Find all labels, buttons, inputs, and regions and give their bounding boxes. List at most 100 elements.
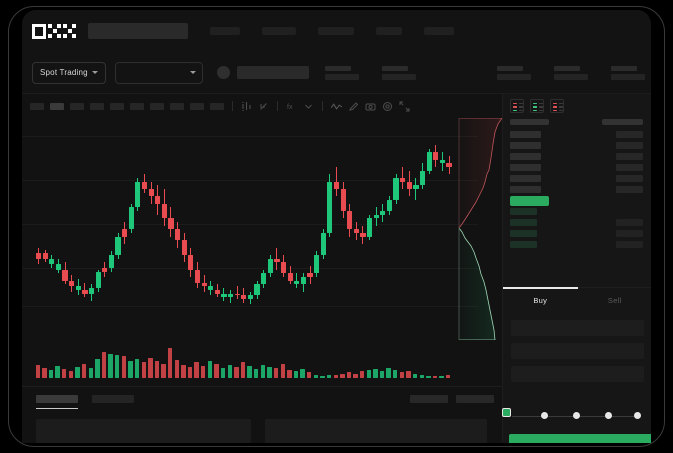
order-price-input[interactable] [511, 320, 644, 336]
ticker-stats [324, 65, 645, 80]
candle-body [400, 178, 406, 182]
tab-order-history[interactable] [92, 395, 134, 403]
place-order-button[interactable] [509, 434, 651, 443]
orderbook-mode-bids[interactable] [530, 99, 544, 113]
volume-bar [412, 373, 418, 378]
orderbook-bid-row[interactable] [510, 228, 643, 239]
interval-4h[interactable] [130, 102, 144, 110]
bottom-action-2[interactable] [456, 395, 494, 403]
bottom-card-2[interactable] [265, 419, 487, 443]
stepper-node-4[interactable] [605, 412, 612, 419]
nav-item-1[interactable] [210, 27, 240, 35]
orderbook-ask-row[interactable] [510, 184, 643, 195]
volume-bar [406, 371, 411, 378]
orderbook-mode-asks[interactable] [550, 99, 564, 113]
candle-body [393, 178, 399, 201]
volume-bar [75, 366, 80, 378]
interval-5m[interactable] [50, 102, 64, 110]
candle-body [340, 189, 346, 212]
indicator-chevron-icon[interactable] [303, 101, 314, 112]
candle-body [175, 229, 181, 241]
nav-item-5[interactable] [424, 27, 454, 35]
volume-bar [280, 363, 285, 378]
orderbook-ask-row[interactable] [510, 129, 643, 140]
stepper-handle[interactable] [502, 408, 511, 417]
stepper-node-2[interactable] [541, 412, 548, 419]
volume-bar [300, 369, 305, 378]
candle-wick [84, 282, 86, 298]
volume-bar [108, 353, 113, 378]
volume-bar [141, 362, 146, 378]
orderbook-bid-row[interactable] [510, 206, 643, 217]
line-chart-icon[interactable] [331, 101, 342, 112]
candle-body [419, 170, 426, 186]
header-nav-group [210, 27, 454, 35]
orderbook-ask-row[interactable] [510, 140, 643, 151]
candle-body [148, 189, 154, 197]
orderbook-ask-row[interactable] [510, 173, 643, 184]
nav-item-4[interactable] [376, 27, 402, 35]
interval-1w[interactable] [170, 102, 184, 110]
interval-1h[interactable] [110, 102, 124, 110]
volume-bar [419, 375, 424, 378]
okx-logo[interactable] [32, 23, 76, 39]
interval-1M[interactable] [190, 102, 204, 110]
volume-bar [194, 362, 199, 378]
stat-24h-high [496, 65, 531, 80]
order-amount-input[interactable] [511, 343, 644, 359]
candle-body [327, 181, 333, 234]
market-type-selector[interactable]: Spot Trading [32, 61, 106, 84]
candle-body [36, 253, 42, 259]
candle-body [135, 181, 141, 208]
col-header-size [602, 119, 643, 125]
stat-24h-change [381, 65, 416, 80]
fullscreen-icon[interactable] [399, 101, 410, 112]
pencil-draw-icon[interactable] [348, 101, 359, 112]
interval-1m[interactable] [30, 102, 44, 110]
indicator-icon[interactable]: fx [286, 101, 297, 112]
order-book-panel: Buy Sell [502, 94, 651, 443]
candle-body [386, 200, 393, 212]
orderbook-ask-row[interactable] [510, 162, 643, 173]
volume-bar [333, 374, 338, 378]
volume-bar [55, 365, 60, 378]
volume-bar [426, 375, 431, 378]
bottom-card-1[interactable] [36, 419, 251, 443]
interval-15m[interactable] [70, 102, 84, 110]
settings-gear-icon[interactable] [382, 101, 393, 112]
interval-30m[interactable] [90, 102, 104, 110]
trading-pair-select[interactable] [114, 61, 203, 84]
candle-body [62, 269, 68, 281]
tab-sell[interactable]: Sell [607, 296, 622, 305]
volume-bar [326, 375, 332, 378]
candle-body [155, 196, 161, 204]
interval-1d[interactable] [150, 102, 164, 110]
nav-item-2[interactable] [262, 27, 296, 35]
chart-type-chevron-icon[interactable] [258, 101, 269, 112]
candle-wick [415, 178, 417, 201]
candlestick-chart-icon[interactable] [241, 101, 252, 112]
search-input[interactable] [88, 23, 188, 39]
price-chart[interactable] [22, 118, 478, 386]
stepper-node-5[interactable] [634, 412, 641, 419]
orderbook-mode-both[interactable] [510, 99, 524, 113]
nav-item-3[interactable] [318, 27, 354, 35]
toolbar-divider [322, 101, 323, 111]
order-total-input[interactable] [511, 366, 644, 382]
camera-snapshot-icon[interactable] [365, 101, 376, 112]
top-navigation-bar [22, 10, 651, 52]
orderbook-mark-price-row[interactable] [510, 195, 643, 206]
orderbook-bid-row[interactable] [510, 239, 643, 250]
bottom-action-1[interactable] [410, 395, 448, 403]
tab-buy[interactable]: Buy [503, 287, 578, 313]
candle-body [353, 229, 359, 234]
orderbook-bid-row[interactable] [510, 217, 643, 228]
stepper-node-3[interactable] [573, 412, 580, 419]
interval-more[interactable] [210, 102, 224, 110]
orderbook-ask-row[interactable] [510, 151, 643, 162]
amount-percent-stepper[interactable] [502, 408, 651, 424]
candle-wick [243, 288, 245, 303]
volume-bar [386, 368, 391, 378]
tab-open-orders[interactable] [36, 395, 78, 409]
volume-bar [95, 359, 100, 378]
